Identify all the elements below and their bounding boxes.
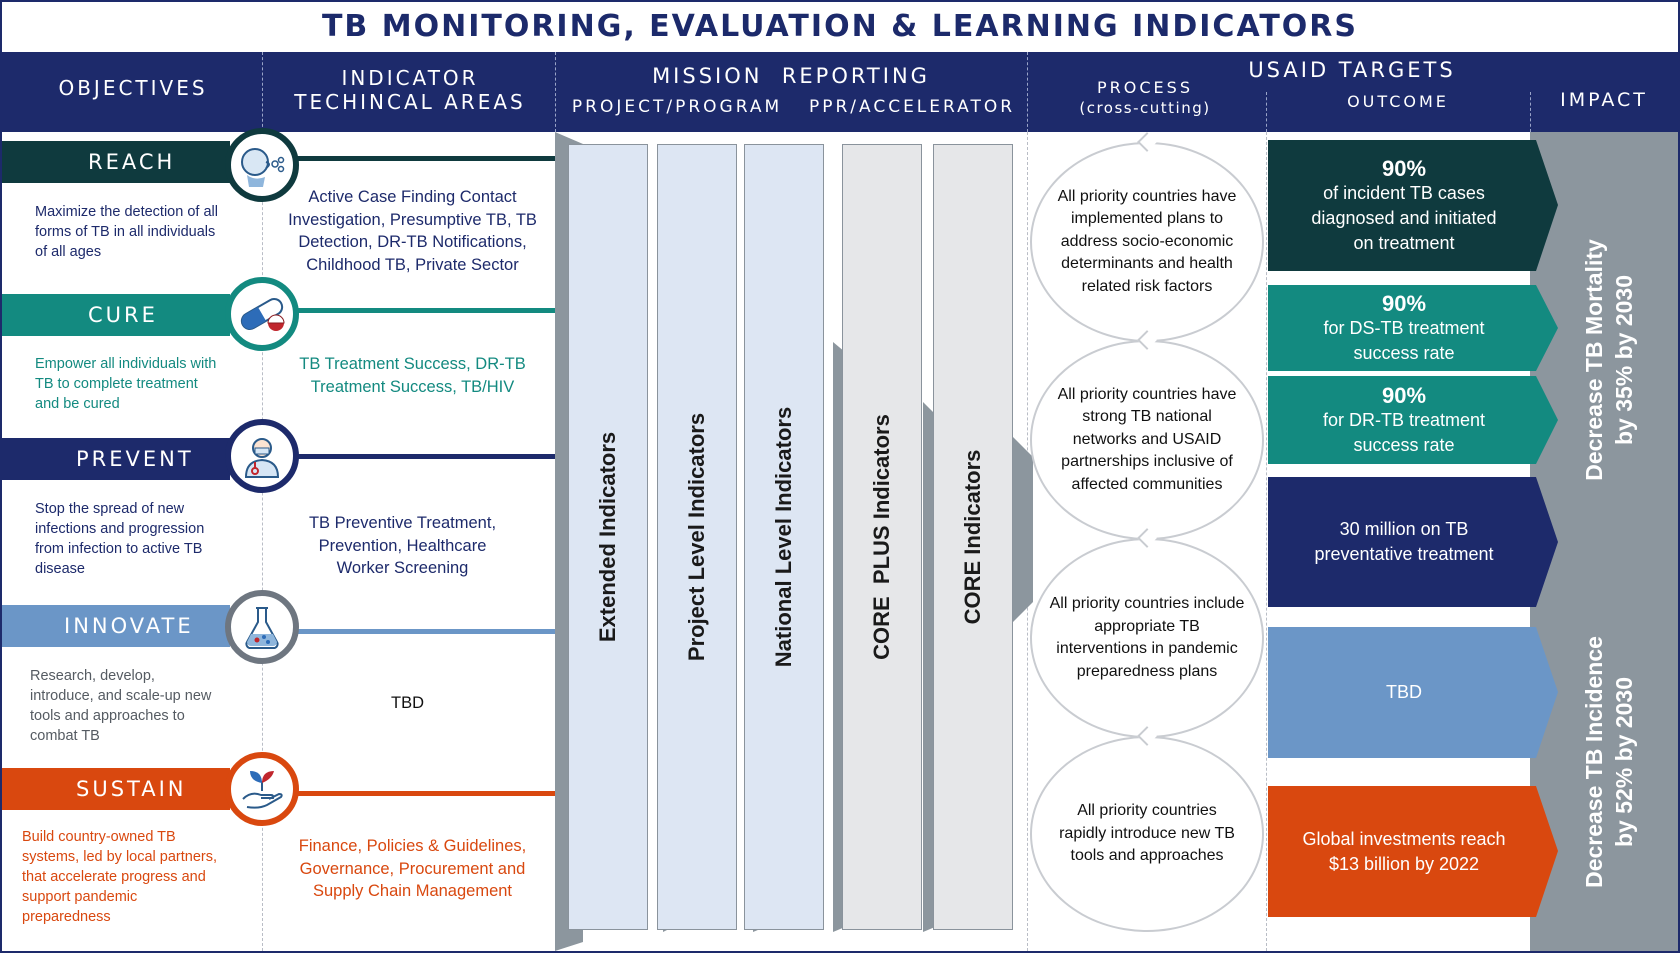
objective-cure-description: Empower all individuals with TB to compl…: [35, 356, 217, 412]
objective-reach-bar: REACH: [0, 141, 230, 183]
objective-sustain-label: SUSTAIN: [76, 777, 187, 801]
page-title: TB MONITORING, EVALUATION & LEARNING IND…: [321, 8, 1359, 44]
header-impact: IMPACT: [1560, 89, 1648, 111]
process-bubble-1: All priority countries have implemented …: [1030, 132, 1264, 342]
header-cross-cutting: (cross-cutting): [1079, 99, 1211, 117]
outcome-value-2: 90%: [1381, 290, 1427, 316]
indicator-area-sustain: Finance, Policies & Guidelines, Governan…: [298, 837, 527, 900]
header-ppr-accelerator: PPR/ACCELERATOR: [808, 97, 1016, 117]
objective-cure-bar: CURE: [0, 294, 230, 336]
process-bubble-4: All priority countries rapidly introduce…: [1030, 726, 1264, 932]
header-divider: [262, 52, 263, 132]
flask-icon: [245, 607, 279, 650]
header-divider: [1530, 92, 1531, 132]
objective-reach-badge: [225, 128, 299, 202]
objective-innovate-description: Research, develop, introduce, and scale-…: [30, 668, 212, 744]
header-outcome: OUTCOME: [1347, 92, 1449, 111]
cough-icon: [241, 148, 285, 187]
outcome-arrow-5: TBD: [1268, 627, 1558, 758]
outcome-value-3: 90%: [1381, 382, 1427, 408]
plant-hand-icon: [242, 771, 283, 809]
outcome-value-1: 90%: [1381, 155, 1427, 181]
outcome-text-1: of incident TB cases diagnosed and initi…: [1311, 182, 1497, 253]
objective-cure-label: CURE: [88, 303, 158, 327]
outcome-arrow-4: 30 million on TB preventative treatment: [1268, 477, 1558, 607]
process-text-3: All priority countries include appropria…: [1049, 595, 1245, 680]
header-divider: [555, 52, 556, 132]
header-divider: [1027, 52, 1028, 132]
outcome-arrow-2: 90% for DS-TB treatment success rate: [1268, 285, 1558, 371]
objective-prevent-description: Stop the spread of new infections and pr…: [35, 501, 205, 577]
objective-prevent-bar: PREVENT: [0, 438, 230, 480]
objective-sustain-description: Build country-owned TB systems, led by l…: [22, 829, 218, 925]
indicator-area-reach: Active Case Finding Contact Investigatio…: [288, 188, 537, 274]
objective-sustain-bar: SUSTAIN: [0, 768, 230, 810]
objective-prevent-label: PREVENT: [76, 447, 194, 471]
process-text-1: All priority countries have implemented …: [1057, 187, 1237, 295]
objective-innovate-bar: INNOVATE: [0, 605, 230, 647]
outcome-text-2: for DS-TB treatment success rate: [1323, 317, 1485, 363]
process-text-4: All priority countries rapidly introduce…: [1059, 802, 1235, 865]
outcome-text-5: TBD: [1386, 682, 1422, 702]
outcome-text-3: for DR-TB treatment success rate: [1322, 409, 1486, 455]
header-usaid-targets: USAID TARGETS: [1248, 58, 1456, 82]
outcome-text-6: Global investments reach $13 billion by …: [1302, 828, 1516, 874]
header-indicator-line2: TECHINCAL AREAS: [294, 90, 526, 114]
indicator-area-innovate: TBD: [391, 694, 424, 712]
mission-panel-project-level: Project Level Indicators: [657, 144, 737, 930]
objective-cure-badge: [225, 277, 299, 351]
header-mission-reporting: MISSION REPORTING: [652, 64, 930, 88]
indicator-area-prevent: TB Preventive Treatment, Prevention, Hea…: [308, 514, 497, 577]
header-process: PROCESS: [1097, 78, 1193, 97]
process-bubble-2: All priority countries have strong TB na…: [1030, 330, 1264, 540]
header-project-program: PROJECT/PROGRAM: [571, 97, 783, 117]
outcome-arrow-6: Global investments reach $13 billion by …: [1268, 786, 1558, 917]
objective-reach-label: REACH: [88, 150, 176, 174]
health-worker-icon: [244, 438, 280, 478]
column-divider: [262, 132, 263, 951]
process-text-2: All priority countries have strong TB na…: [1057, 385, 1237, 493]
objective-prevent-badge: [225, 419, 299, 493]
outcome-text-4: 30 million on TB preventative treatment: [1314, 519, 1494, 564]
indicator-area-cure: TB Treatment Success, DR-TB Treatment Su…: [299, 355, 526, 396]
outcome-arrow-1: 90% of incident TB cases diagnosed and i…: [1268, 140, 1558, 271]
header-indicator-line1: INDICATOR: [341, 66, 479, 90]
pill-icon: [240, 298, 285, 331]
header-objectives: OBJECTIVES: [58, 76, 208, 100]
mission-panel-national-level: National Level Indicators: [744, 144, 824, 930]
header-divider: [1266, 92, 1267, 132]
objective-innovate-label: INNOVATE: [64, 614, 194, 638]
column-divider: [1266, 132, 1267, 951]
objective-innovate-badge: [225, 590, 299, 664]
objective-reach-description: Maximize the detection of all forms of T…: [35, 204, 218, 260]
outcome-arrow-3: 90% for DR-TB treatment success rate: [1268, 376, 1558, 464]
mission-panel-core-plus: CORE PLUS Indicators: [842, 144, 922, 930]
mission-panel-extended: Extended Indicators: [568, 144, 648, 930]
mission-panel-core: CORE Indicators: [933, 144, 1013, 930]
header-band: OBJECTIVES INDICATOR TECHINCAL AREAS MIS…: [2, 52, 1678, 132]
objective-sustain-badge: [225, 752, 299, 826]
